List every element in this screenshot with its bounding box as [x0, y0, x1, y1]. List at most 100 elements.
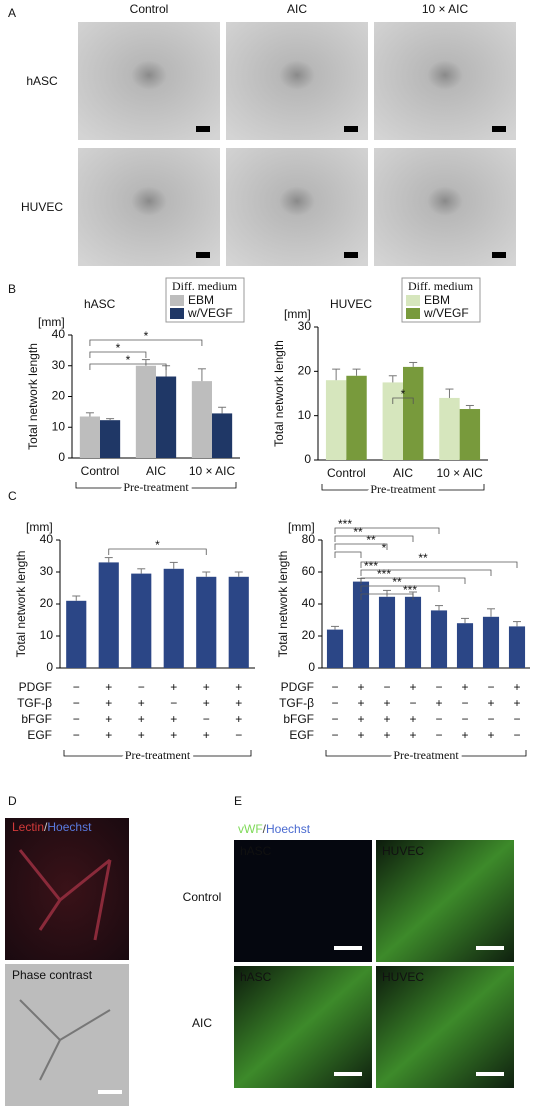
panel-letter: B	[8, 282, 16, 296]
factor-mark: −	[203, 712, 210, 726]
significance-label: *	[155, 538, 160, 552]
y-tick-label: 30	[40, 564, 54, 578]
x-tick-label: 10 × AIC	[189, 464, 236, 478]
factor-mark: −	[331, 696, 338, 710]
factor-mark: −	[513, 728, 520, 742]
scale-bar	[196, 126, 210, 132]
y-tick-label: 0	[304, 452, 311, 466]
factor-mark: −	[138, 680, 145, 694]
significance-label: ***	[338, 517, 352, 531]
image-label: hASC	[240, 844, 272, 858]
legend-swatch	[170, 308, 184, 319]
y-tick-label: 0	[58, 450, 65, 464]
significance-label: **	[418, 551, 428, 565]
y-tick-label: 0	[46, 660, 53, 674]
y-tick-label: 10	[52, 419, 66, 433]
bar	[430, 610, 448, 668]
y-tick-label: 10	[40, 628, 54, 642]
factor-mark: +	[383, 696, 390, 710]
fluorescence-image	[376, 966, 514, 1088]
factor-mark: +	[409, 712, 416, 726]
micrograph	[78, 22, 220, 140]
bar	[439, 397, 460, 460]
significance-bracket	[392, 397, 414, 404]
factor-mark: −	[331, 712, 338, 726]
stain-label-part: /	[44, 820, 48, 834]
image-label: HUVEC	[382, 970, 424, 984]
bar	[66, 600, 87, 668]
fluorescence-image	[234, 840, 372, 962]
bar	[378, 596, 396, 668]
bar	[212, 413, 233, 458]
scale-bar	[492, 252, 506, 258]
factor-name: bFGF	[21, 712, 52, 726]
scale-bar	[476, 946, 504, 950]
legend-swatch	[170, 295, 184, 306]
factor-mark: −	[73, 680, 80, 694]
factor-mark: −	[435, 680, 442, 694]
factor-mark: +	[203, 728, 210, 742]
micrograph	[374, 22, 516, 140]
factor-mark: +	[513, 696, 520, 710]
bar	[191, 381, 212, 458]
y-tick-label: 80	[302, 532, 316, 546]
factor-mark: +	[235, 696, 242, 710]
factor-mark: +	[435, 696, 442, 710]
significance-label: **	[392, 575, 402, 589]
legend-title: Diff. medium	[408, 279, 474, 293]
factor-mark: +	[105, 680, 112, 694]
factor-mark: −	[461, 712, 468, 726]
factor-mark: −	[383, 680, 390, 694]
factor-mark: −	[435, 712, 442, 726]
fluorescence-image	[5, 818, 129, 960]
x-tick-label: 10 × AIC	[436, 466, 483, 480]
factor-mark: +	[487, 696, 494, 710]
y-tick-label: 60	[302, 564, 316, 578]
bar	[346, 375, 367, 460]
bar	[404, 596, 422, 668]
factor-mark: −	[461, 696, 468, 710]
micrograph	[78, 148, 220, 266]
significance-label: *	[401, 387, 406, 401]
stained-cells	[18, 849, 112, 941]
factor-mark: +	[203, 696, 210, 710]
y-tick-label: 10	[298, 408, 312, 422]
panel-letter: D	[8, 794, 17, 808]
factor-mark: +	[203, 680, 210, 694]
x-axis-label: Pre-treatment	[370, 482, 436, 496]
significance-bracket	[360, 585, 440, 592]
pre-treatment-bracket	[75, 482, 237, 489]
factor-mark: +	[409, 728, 416, 742]
factor-mark: +	[138, 728, 145, 742]
significance-label: **	[353, 525, 363, 539]
bar	[326, 629, 344, 668]
y-tick-label: 0	[308, 660, 315, 674]
y-axis-label: Total network length	[14, 551, 28, 658]
significance-bracket	[360, 569, 492, 576]
y-tick-label: 20	[52, 389, 66, 403]
significance-bracket	[334, 551, 362, 558]
micrograph	[226, 148, 368, 266]
factor-mark: +	[383, 712, 390, 726]
column-label: Control	[130, 2, 169, 16]
significance-bracket	[89, 363, 167, 370]
phase-label: Phase contrast	[12, 968, 93, 982]
factor-mark: −	[331, 680, 338, 694]
factor-mark: −	[487, 680, 494, 694]
significance-bracket	[334, 543, 388, 550]
row-label: Control	[183, 890, 222, 904]
y-tick-label: 40	[52, 327, 66, 341]
factor-mark: −	[73, 728, 80, 742]
significance-label: *	[144, 329, 149, 343]
factor-mark: +	[409, 680, 416, 694]
factor-mark: +	[235, 712, 242, 726]
legend-label: EBM	[188, 293, 214, 307]
x-tick-label: AIC	[146, 464, 166, 478]
factor-name: PDGF	[19, 680, 52, 694]
x-tick-label: Control	[81, 464, 120, 478]
legend-label: w/VEGF	[187, 306, 233, 320]
scale-bar	[476, 1072, 504, 1076]
stain-label-part: Hoechst	[47, 820, 92, 834]
factor-mark: −	[409, 696, 416, 710]
